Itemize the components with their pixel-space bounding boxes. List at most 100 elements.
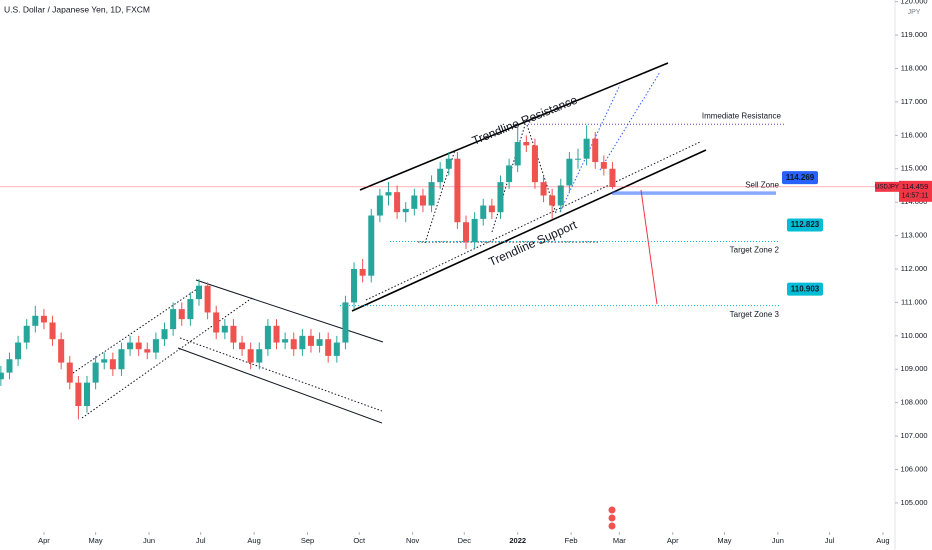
y-tick-label: 105.000 bbox=[900, 498, 927, 507]
symbol-box bbox=[875, 181, 899, 192]
candle-body bbox=[118, 349, 125, 370]
candle-body bbox=[480, 205, 487, 219]
candle-body bbox=[195, 285, 202, 300]
candle-body bbox=[264, 325, 271, 350]
candle-body bbox=[75, 382, 82, 407]
candle-body bbox=[428, 182, 435, 206]
candle-body bbox=[170, 309, 177, 330]
candle-body bbox=[385, 192, 392, 196]
candle-body bbox=[187, 299, 194, 320]
candle-body bbox=[40, 315, 47, 323]
candle-body bbox=[333, 342, 340, 356]
y-tick-label: 113.000 bbox=[901, 231, 928, 240]
level-name: Target Zone 3 bbox=[730, 310, 780, 319]
level-value: 110.903 bbox=[791, 284, 820, 293]
y-tick-label: 118.000 bbox=[901, 63, 928, 72]
candle-body bbox=[402, 208, 409, 213]
candle-body bbox=[583, 138, 590, 159]
candle-body bbox=[592, 138, 599, 163]
level-value-box bbox=[787, 218, 823, 232]
x-tick-label: Jul bbox=[196, 536, 206, 545]
candle-body bbox=[351, 269, 358, 303]
candle-body bbox=[557, 185, 564, 206]
candle-body bbox=[221, 325, 228, 333]
y-tick-label: 108.000 bbox=[900, 398, 927, 407]
y-tick-label: 116.000 bbox=[901, 130, 928, 139]
x-tick-label: Jun bbox=[143, 536, 155, 545]
x-tick-label: May bbox=[89, 536, 103, 545]
candle-body bbox=[549, 195, 556, 206]
y-tick-label: 115.000 bbox=[901, 164, 928, 173]
candle-body bbox=[58, 339, 65, 363]
currency: JPY bbox=[908, 9, 921, 16]
last-price-box bbox=[899, 180, 932, 202]
chart-title: U.S. Dollar / Japanese Yen, 1D, FXCM bbox=[4, 4, 150, 14]
x-tick-label: May bbox=[717, 536, 731, 545]
level-name: Sell Zone bbox=[745, 180, 779, 189]
candle-body bbox=[540, 182, 547, 196]
candle-body bbox=[342, 302, 349, 343]
candle-body bbox=[419, 195, 426, 206]
candle-body bbox=[83, 382, 91, 407]
y-tick-label: 110.000 bbox=[901, 331, 928, 340]
x-tick-label: Dec bbox=[458, 536, 472, 545]
y-tick-label: 107.000 bbox=[900, 431, 927, 440]
candle-body bbox=[101, 359, 108, 363]
y-tick-label: 120.000 bbox=[900, 0, 927, 6]
x-tick-label: Apr bbox=[667, 536, 679, 545]
x-tick-label: Aug bbox=[876, 536, 889, 545]
candle-body bbox=[204, 285, 211, 313]
candle-body bbox=[144, 349, 151, 353]
candle-body bbox=[32, 315, 39, 326]
candle-body bbox=[178, 309, 185, 320]
x-tick-label: Nov bbox=[406, 536, 420, 545]
candle-body bbox=[566, 158, 573, 186]
candle-body bbox=[488, 205, 495, 213]
x-tick-label: 2022 bbox=[509, 536, 526, 545]
candle-body bbox=[506, 165, 513, 183]
y-tick-label: 117.000 bbox=[901, 97, 928, 106]
drawings bbox=[69, 62, 707, 531]
candle-body bbox=[239, 342, 246, 350]
candle-body bbox=[376, 195, 383, 216]
y-tick-label: 106.000 bbox=[900, 464, 927, 473]
candle-body bbox=[368, 215, 375, 276]
candle-body bbox=[299, 335, 306, 350]
candle-body bbox=[437, 168, 444, 183]
candle-body bbox=[290, 339, 297, 350]
level-name: Target Zone 2 bbox=[730, 246, 780, 255]
candle-body bbox=[161, 329, 168, 340]
candle-body bbox=[127, 342, 134, 350]
countdown: 14:57:11 bbox=[902, 193, 929, 200]
x-tick-label: Apr bbox=[38, 536, 50, 545]
candle-body bbox=[247, 349, 254, 363]
candle-body bbox=[92, 362, 99, 383]
candle-body bbox=[394, 192, 401, 213]
candle-body bbox=[66, 362, 73, 383]
x-tick-label: Mar bbox=[613, 536, 626, 545]
level-value-box bbox=[782, 171, 818, 185]
candle-body bbox=[135, 342, 142, 350]
candle-body bbox=[454, 158, 461, 223]
y-tick-label: 111.000 bbox=[901, 297, 927, 306]
candle-body bbox=[445, 158, 452, 169]
candle-body bbox=[256, 349, 263, 363]
candle-body bbox=[514, 142, 521, 166]
candle-body bbox=[152, 339, 159, 353]
x-tick-label: Jun bbox=[772, 536, 784, 545]
candle-body bbox=[523, 142, 530, 146]
candle-body bbox=[49, 322, 56, 340]
candle-body bbox=[0, 372, 4, 380]
candle-body bbox=[109, 359, 116, 370]
candle-body bbox=[6, 359, 13, 373]
candle-body bbox=[411, 195, 418, 209]
candle-body bbox=[359, 269, 366, 276]
candle-body bbox=[213, 312, 220, 333]
candle-body bbox=[463, 222, 470, 243]
last-price: 114.459 bbox=[902, 182, 929, 191]
level-value-box bbox=[787, 282, 823, 296]
level-value: 112.823 bbox=[791, 220, 820, 229]
y-tick-label: 119.000 bbox=[901, 30, 928, 39]
candle-body bbox=[273, 325, 280, 343]
